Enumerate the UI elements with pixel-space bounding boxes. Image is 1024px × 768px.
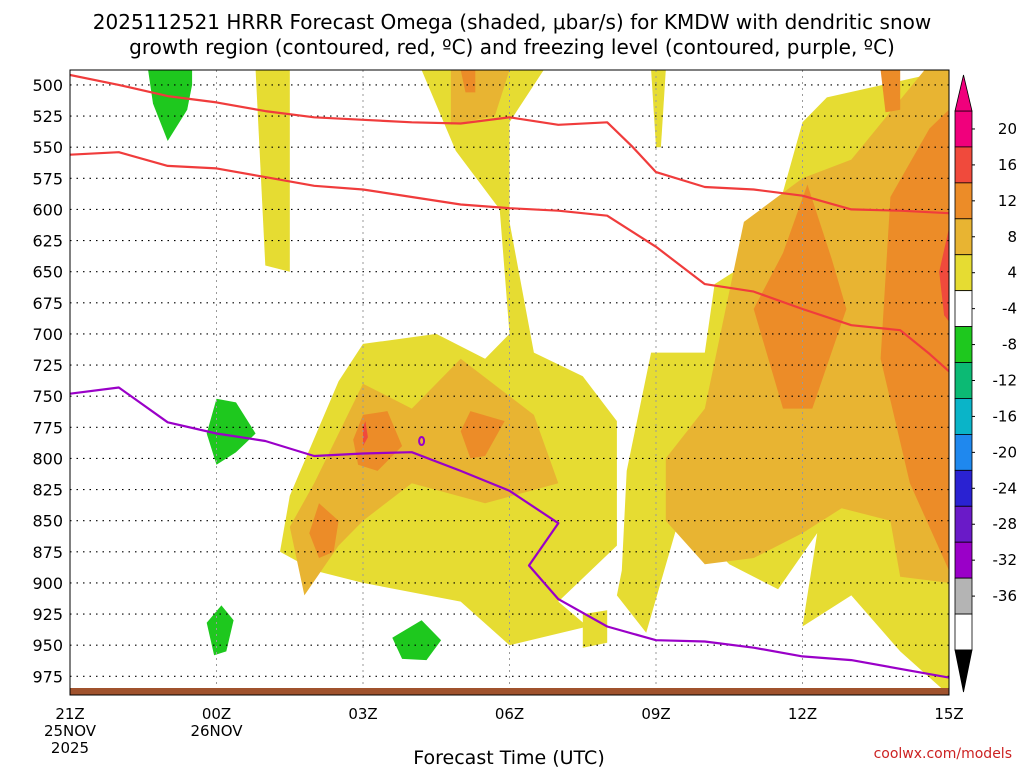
- credit-text: coolwx.com/models: [874, 746, 1012, 762]
- contour-line-1: [70, 151, 949, 373]
- omega-region-20: [392, 620, 442, 661]
- y-tick-label-925: 925: [32, 605, 63, 624]
- y-tick-label-575: 575: [32, 169, 63, 188]
- colorbar-label-5: -4: [1002, 300, 1017, 318]
- chart-title-line-2: growth region (contoured, red, ºC) and f…: [129, 35, 895, 59]
- colorbar-swatch-6: [954, 326, 973, 363]
- y-tick-label-675: 675: [32, 294, 63, 313]
- colorbar-swatch-8: [954, 398, 973, 435]
- omega-region-0: [255, 70, 290, 272]
- contour-line-0: [70, 73, 949, 215]
- colorbar-label-8: -16: [993, 407, 1018, 425]
- colorbar-label-3: 8: [1007, 228, 1017, 246]
- y-tick-label-800: 800: [32, 449, 63, 468]
- y-tick-label-500: 500: [32, 76, 63, 95]
- colorbar-label-2: 12: [998, 192, 1017, 210]
- omega-region-11: [460, 70, 476, 93]
- freezing-level-loop: [418, 436, 426, 447]
- x-tick-label-00Z-2: 26NOV: [190, 722, 243, 740]
- x-tick-label-09Z-1: 09Z: [641, 705, 670, 723]
- y-tick-label-700: 700: [32, 325, 63, 344]
- omega-region-18: [206, 398, 256, 465]
- omega-region-4: [582, 610, 608, 648]
- omega-region-15: [363, 421, 368, 446]
- x-tick-label-12Z-1: 12Z: [788, 705, 817, 723]
- colorbar-label-7: -12: [993, 372, 1018, 390]
- colorbar-swatch-1: [954, 146, 973, 184]
- colorbar-swatch-3: [954, 218, 973, 256]
- y-tick-label-975: 975: [32, 667, 63, 686]
- omega-region-14: [880, 70, 901, 113]
- y-tick-label-850: 850: [32, 512, 63, 531]
- x-tick-label-21Z-2: 25NOV: [44, 722, 97, 740]
- colorbar-swatch-14: [954, 613, 973, 651]
- y-tick-label-625: 625: [32, 232, 63, 251]
- x-tick-label-06Z-1: 06Z: [495, 705, 524, 723]
- x-tick-label-21Z-3: 2025: [51, 739, 89, 757]
- colorbar-swatch-0: [954, 110, 973, 148]
- y-tick-label-750: 750: [32, 387, 63, 406]
- omega-region-1: [280, 70, 617, 646]
- omega-region-16: [939, 228, 949, 322]
- plot-frame: [69, 69, 950, 696]
- colorbar-label-6: -8: [1002, 336, 1017, 354]
- omega-region-8: [309, 503, 339, 558]
- omega-region-19: [206, 605, 234, 656]
- omega-region-12: [753, 184, 847, 409]
- y-tick-label-725: 725: [32, 356, 63, 375]
- x-tick-label-00Z-1: 00Z: [202, 705, 231, 723]
- y-tick-label-775: 775: [32, 418, 63, 437]
- colorbar-swatch-7: [954, 362, 973, 399]
- colorbar-label-4: 4: [1007, 264, 1017, 282]
- omega-region-17: [148, 70, 193, 141]
- y-tick-label-900: 900: [32, 574, 63, 593]
- colorbar-label-11: -28: [993, 515, 1018, 533]
- omega-region-3: [651, 70, 666, 148]
- y-tick-label-875: 875: [32, 543, 63, 562]
- chart-title-line-1: 2025112521 HRRR Forecast Omega (shaded, …: [93, 10, 931, 34]
- colorbar-swatch-4: [954, 254, 973, 292]
- x-tick-label-15Z-1: 15Z: [934, 705, 963, 723]
- y-tick-label-650: 650: [32, 263, 63, 282]
- y-tick-label-950: 950: [32, 636, 63, 655]
- colorbar-bottom-arrow: [954, 649, 973, 693]
- colorbar-label-9: -20: [993, 443, 1018, 461]
- colorbar-swatch-2: [954, 182, 973, 220]
- colorbar-swatch-11: [954, 505, 973, 543]
- colorbar-label-12: -32: [993, 551, 1018, 569]
- colorbar-top-arrow: [954, 74, 973, 112]
- x-tick-label-21Z-1: 21Z: [55, 705, 84, 723]
- omega-region-10: [460, 411, 505, 459]
- colorbar-swatch-13: [954, 577, 973, 615]
- colorbar-label-10: -24: [993, 479, 1018, 497]
- colorbar-label-1: 16: [998, 156, 1017, 174]
- y-tick-label-525: 525: [32, 107, 63, 126]
- colorbar-swatch-10: [954, 469, 973, 507]
- y-tick-label-600: 600: [32, 200, 63, 219]
- colorbar-label-13: -36: [993, 587, 1018, 605]
- terrain-strip: [70, 688, 949, 695]
- y-tick-label-550: 550: [32, 138, 63, 157]
- contour-line-2: [70, 386, 949, 679]
- colorbar-swatch-9: [954, 433, 973, 471]
- y-tick-label-825: 825: [32, 481, 63, 500]
- colorbar-label-0: 20: [998, 120, 1017, 138]
- x-axis-label: Forecast Time (UTC): [413, 747, 604, 768]
- omega-region-13: [880, 109, 949, 571]
- x-tick-label-03Z-1: 03Z: [348, 705, 377, 723]
- colorbar-swatch-5: [954, 290, 973, 327]
- colorbar-swatch-12: [954, 541, 973, 579]
